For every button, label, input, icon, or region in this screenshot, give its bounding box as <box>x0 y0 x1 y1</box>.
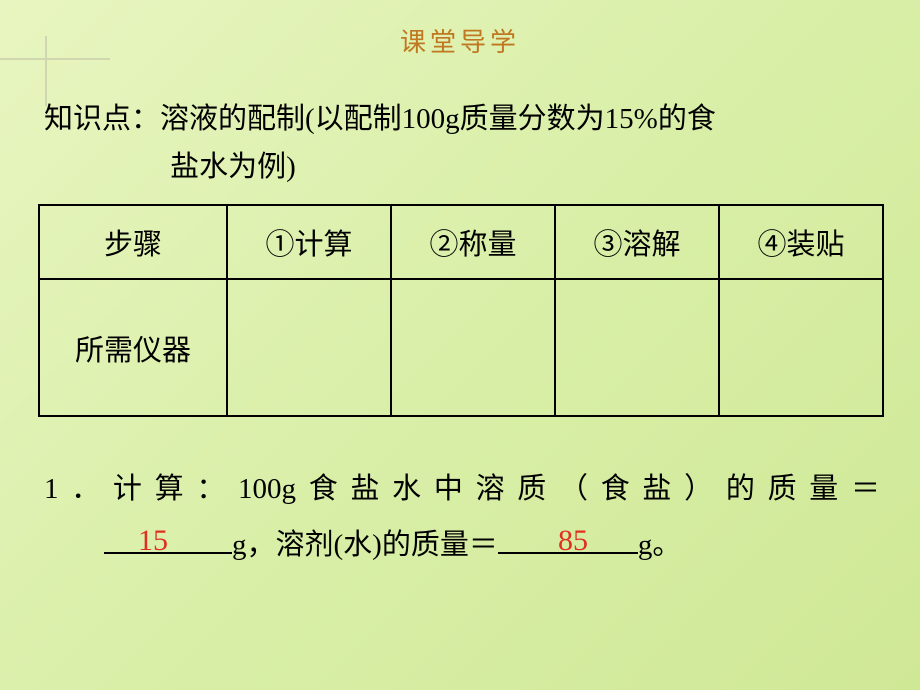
answer-2: 85 <box>558 524 588 558</box>
knowledge-line1: 知识点：溶液的配制(以配制100g质量分数为15%的食 <box>44 96 880 144</box>
cell-instruments-4 <box>719 279 883 416</box>
question-1-line2: g，溶剂(水)的质量＝ g。 <box>104 518 880 573</box>
cell-instruments-2 <box>391 279 555 416</box>
question-1-line1: 1．计算：100g食盐水中溶质（食盐）的质量＝ <box>44 462 880 517</box>
knowledge-line2: 盐水为例) <box>44 144 880 192</box>
cell-instruments-3 <box>555 279 719 416</box>
cell-step-3: ③溶解 <box>555 205 719 279</box>
cell-step-2: ②称量 <box>391 205 555 279</box>
steps-table: 步骤 ①计算 ②称量 ③溶解 ④装贴 所需仪器 <box>38 204 884 417</box>
knowledge-point: 知识点：溶液的配制(以配制100g质量分数为15%的食 盐水为例) <box>44 96 880 192</box>
table-row: 步骤 ①计算 ②称量 ③溶解 ④装贴 <box>39 205 883 279</box>
blank-1 <box>104 520 232 554</box>
page-header-title: 课堂导学 <box>0 22 920 59</box>
table-row: 所需仪器 <box>39 279 883 416</box>
q1-mid: g，溶剂(水)的质量＝ <box>232 529 498 561</box>
q1-suffix: g。 <box>638 529 682 561</box>
cell-instruments-1 <box>227 279 391 416</box>
cell-instruments-label: 所需仪器 <box>39 279 227 416</box>
cell-step-4: ④装贴 <box>719 205 883 279</box>
answer-1: 15 <box>138 524 168 558</box>
cell-step-1: ①计算 <box>227 205 391 279</box>
cell-step-label: 步骤 <box>39 205 227 279</box>
